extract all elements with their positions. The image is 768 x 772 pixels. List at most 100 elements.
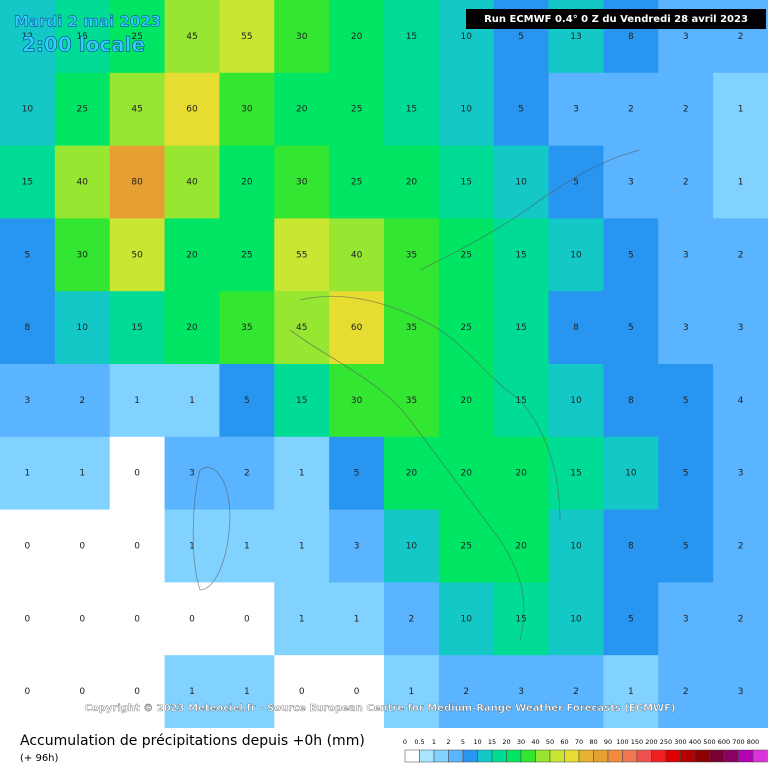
precip-cell [603, 218, 659, 292]
precip-cell [0, 291, 56, 365]
cell-value: 20 [461, 396, 473, 406]
cell-value: 0 [134, 687, 140, 697]
precip-cell [548, 509, 604, 583]
cell-value: 3 [738, 687, 744, 697]
cell-value: 10 [515, 178, 527, 188]
precip-cell [438, 582, 495, 656]
precip-cell [54, 72, 111, 147]
cell-value: 3 [683, 614, 689, 624]
cell-value: 40 [77, 178, 89, 188]
legend-label: 0.5 [414, 738, 424, 746]
precip-cell [603, 509, 659, 583]
legend-swatch [549, 749, 565, 763]
cell-value: 3 [683, 32, 689, 42]
legend-label: 30 [517, 738, 525, 746]
cell-value: 25 [461, 250, 472, 260]
precip-cell [384, 364, 440, 438]
run-label: Run ECMWF 0.4° 0 Z du Vendredi 28 avril … [484, 14, 748, 25]
cell-value: 5 [518, 105, 524, 115]
footer-title: Accumulation de précipitations depuis +0… [20, 733, 365, 749]
cell-value: 45 [186, 32, 197, 42]
legend-label: 20 [502, 738, 510, 746]
precip-cell [713, 655, 768, 729]
precip-cell [219, 291, 275, 365]
precip-cell [329, 145, 385, 219]
precip-cell [713, 72, 768, 147]
legend-swatch [520, 749, 536, 763]
cell-value: 5 [244, 396, 250, 406]
cell-value: 20 [406, 178, 418, 188]
precip-cell [54, 145, 111, 219]
cell-value: 15 [515, 614, 526, 624]
precip-cell [54, 218, 111, 292]
cell-value: 45 [296, 323, 307, 333]
precip-cell [0, 145, 56, 219]
cell-value: 10 [77, 323, 89, 333]
cell-value: 20 [461, 469, 473, 479]
cell-value: 1 [628, 687, 634, 697]
precip-cell [438, 655, 495, 729]
precip-cell [713, 291, 768, 365]
footer-subtitle: (+ 96h) [20, 753, 59, 764]
cell-value: 8 [573, 323, 579, 333]
cell-value: 15 [406, 105, 417, 115]
precip-cell [0, 218, 56, 292]
precip-cell [493, 364, 550, 438]
legend-label: 80 [589, 738, 597, 746]
precip-cell [54, 0, 111, 74]
cell-value: 15 [22, 178, 33, 188]
cell-value: 0 [134, 469, 140, 479]
cell-value: 2 [738, 250, 744, 260]
precip-cell [658, 218, 714, 292]
precip-cell [329, 0, 385, 74]
cell-value: 10 [461, 32, 473, 42]
precip-cell [658, 72, 714, 147]
precip-cell [109, 218, 166, 292]
legend-label: 300 [674, 738, 686, 746]
legend-label: 10 [473, 738, 481, 746]
precip-cell [0, 436, 56, 511]
precip-cell [493, 436, 550, 511]
cell-value: 5 [518, 32, 524, 42]
precip-cell [274, 509, 330, 583]
cell-value: 1 [189, 687, 195, 697]
cell-value: 20 [515, 469, 527, 479]
precip-cell [548, 582, 604, 656]
cell-value: 15 [570, 469, 581, 479]
cell-value: 25 [461, 542, 472, 552]
precip-cell [109, 364, 166, 438]
cell-value: 30 [241, 105, 253, 115]
cell-value: 15 [515, 250, 526, 260]
cell-value: 2 [738, 542, 744, 552]
precip-cell [329, 509, 385, 583]
cell-value: 5 [683, 469, 689, 479]
cell-value: 10 [625, 469, 637, 479]
legend-swatch [433, 749, 449, 763]
precip-cell [109, 145, 166, 219]
legend-swatch [738, 749, 754, 763]
legend-label: 2 [446, 738, 450, 746]
precip-cell [329, 582, 385, 656]
legend-label: 400 [689, 738, 701, 746]
precip-cell [603, 291, 659, 365]
precip-cell [54, 509, 111, 583]
legend-label: 800 [747, 738, 759, 746]
precip-cell [274, 145, 330, 219]
precip-cell [219, 72, 275, 147]
precip-cell [219, 364, 275, 438]
cell-value: 3 [573, 105, 579, 115]
cell-value: 4 [738, 396, 744, 406]
precip-cell [164, 364, 220, 438]
precip-cell [0, 655, 56, 729]
precip-cell [274, 655, 330, 729]
cell-value: 25 [241, 250, 252, 260]
legend-label: 500 [703, 738, 715, 746]
cell-value: 15 [406, 32, 417, 42]
cell-value: 45 [131, 105, 142, 115]
cell-value: 55 [241, 32, 252, 42]
precip-cell [548, 364, 604, 438]
cell-value: 2 [244, 469, 250, 479]
cell-value: 0 [244, 614, 250, 624]
precip-cell [658, 436, 714, 511]
